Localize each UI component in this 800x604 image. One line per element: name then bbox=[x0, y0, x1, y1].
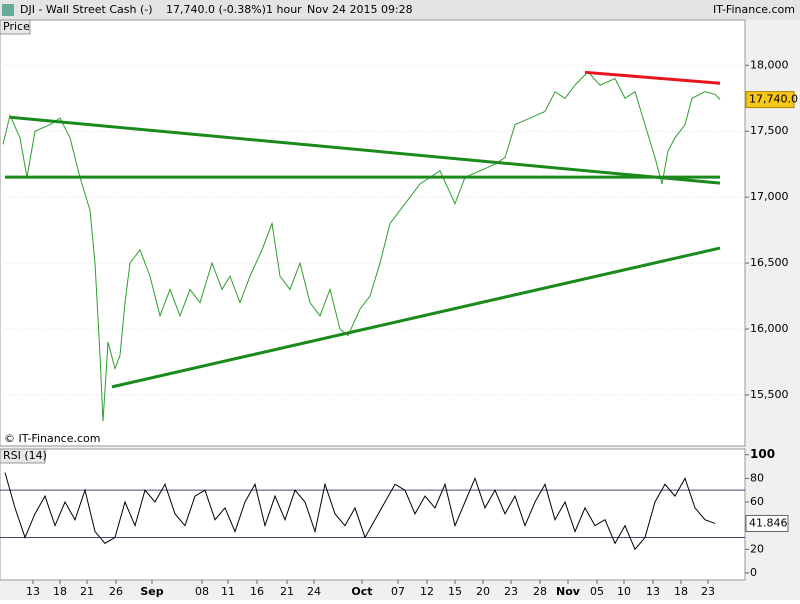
x-tick-label: 15 bbox=[448, 585, 462, 598]
y-tick-label: 20 bbox=[750, 542, 764, 555]
x-tick-label: 12 bbox=[420, 585, 434, 598]
interval: 1 hour bbox=[266, 3, 302, 16]
x-tick-label: 07 bbox=[391, 585, 405, 598]
x-tick-label: 13 bbox=[26, 585, 40, 598]
x-tick-label: 05 bbox=[590, 585, 604, 598]
icon bbox=[2, 4, 14, 16]
x-tick-label: 23 bbox=[701, 585, 715, 598]
trendline bbox=[9, 115, 721, 185]
x-tick-label: Nov bbox=[556, 585, 581, 598]
x-tick-label: 21 bbox=[80, 585, 94, 598]
last-value-box bbox=[745, 514, 789, 532]
brand: IT-Finance.com bbox=[713, 3, 795, 16]
x-tick-label: Oct bbox=[351, 585, 372, 598]
y-tick-label: 18,000 bbox=[750, 58, 789, 71]
rsi-panel bbox=[0, 448, 746, 581]
quote: 17,740.0 (-0.38%) bbox=[166, 3, 266, 16]
y-tick-label: 17,500 bbox=[750, 124, 789, 137]
y-tick-label: 17,000 bbox=[750, 190, 789, 203]
panel-tab bbox=[0, 19, 31, 35]
y-tick-label: 15,500 bbox=[750, 388, 789, 401]
x-tick-label: 28 bbox=[533, 585, 547, 598]
x-tick-label: 08 bbox=[195, 585, 209, 598]
x-tick-label: 18 bbox=[674, 585, 688, 598]
trendline bbox=[111, 246, 721, 389]
last-price-label: 17,740.0 bbox=[749, 93, 798, 106]
y-tick-label: 16,500 bbox=[750, 256, 789, 269]
series-line bbox=[2, 71, 721, 422]
x-tick-label: 21 bbox=[280, 585, 294, 598]
y-tick-label: 0 bbox=[750, 566, 757, 579]
y-tick-label: 16,000 bbox=[750, 322, 789, 335]
x-tick-label: 20 bbox=[476, 585, 490, 598]
series-line bbox=[4, 472, 716, 551]
x-tick-label: 16 bbox=[250, 585, 264, 598]
x-tick-label: 24 bbox=[307, 585, 321, 598]
x-tick-label: 11 bbox=[221, 585, 235, 598]
y-tick-label: 100 bbox=[750, 447, 775, 461]
x-tick-label: 18 bbox=[53, 585, 67, 598]
x-tick-label: 26 bbox=[109, 585, 123, 598]
x-tick-label: 23 bbox=[504, 585, 518, 598]
panel-tab bbox=[0, 448, 46, 464]
title-bar bbox=[0, 0, 800, 20]
last-price-box bbox=[745, 91, 795, 109]
price-panel bbox=[0, 19, 746, 447]
rsi-title: RSI (14) bbox=[3, 449, 47, 462]
y-tick-label: 60 bbox=[750, 495, 764, 508]
y-tick-label: 80 bbox=[750, 471, 764, 484]
symbol: DJI - Wall Street Cash (-) bbox=[20, 3, 153, 16]
x-tick-label: 10 bbox=[617, 585, 631, 598]
trendline bbox=[584, 70, 721, 85]
last-value-label: 41.846 bbox=[749, 516, 788, 529]
timestamp: Nov 24 2015 09:28 bbox=[307, 3, 413, 16]
price-title: Price bbox=[3, 20, 30, 33]
x-tick-label: 13 bbox=[646, 585, 660, 598]
x-tick-label: Sep bbox=[140, 585, 163, 598]
watermark: © IT-Finance.com bbox=[4, 432, 101, 445]
